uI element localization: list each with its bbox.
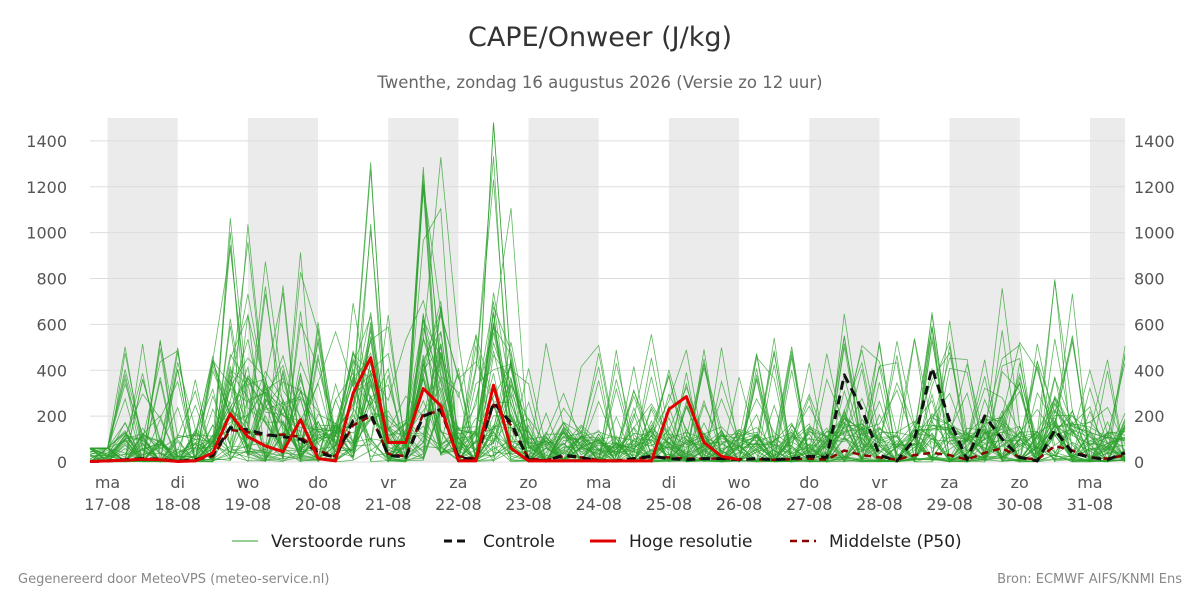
- ensemble-run-line: [90, 223, 1126, 463]
- x-tick-day-label: za: [940, 473, 958, 492]
- x-axis: ma 17-08 di 18-08 wo 19-08 do 20-08 vr 21-08 za 22-…: [84, 473, 1113, 514]
- control-series-line: [89, 366, 1126, 463]
- x-tick-day-label: do: [308, 473, 328, 492]
- y-tick-label-left: 800: [36, 270, 67, 289]
- x-tick-day-label: zo: [519, 473, 537, 492]
- legend: Verstoorde runs Controle Hoge resolutie Mid…: [232, 532, 962, 552]
- x-tick-day-label: wo: [236, 473, 259, 492]
- x-tick-date-label: 24-08: [575, 495, 622, 514]
- x-tick-day-label: do: [799, 473, 819, 492]
- x-tick-date-label: 21-08: [365, 495, 412, 514]
- ensemble-run-line: [90, 353, 1126, 463]
- y-tick-label-left: 200: [36, 407, 67, 426]
- ensemble-run-line: [89, 162, 1126, 463]
- x-tick-day-label: wo: [728, 473, 751, 492]
- y-tick-label-right: 800: [1134, 270, 1165, 289]
- ensemble-run-line: [89, 245, 1126, 464]
- x-tick-date-label: 30-08: [996, 495, 1043, 514]
- ensemble-run-line: [89, 318, 1126, 464]
- x-tick-day-label: za: [449, 473, 467, 492]
- legend-label-control: Controle: [483, 532, 555, 552]
- x-tick-day-label: di: [662, 473, 677, 492]
- x-tick-date-label: 18-08: [154, 495, 201, 514]
- chart-title: CAPE/Onweer (J/kg): [467, 22, 732, 53]
- highres-series-line: [89, 356, 740, 463]
- legend-label-median: Middelste (P50): [829, 532, 962, 552]
- x-tick-date-label: 27-08: [786, 495, 833, 514]
- footer-source: Bron: ECMWF AIFS/KNMI Ens: [997, 572, 1182, 587]
- ensemble-run-line: [89, 189, 1126, 463]
- y-tick-label-right: 0: [1134, 453, 1144, 472]
- y-tick-label-left: 0: [57, 453, 67, 472]
- x-tick-date-label: 17-08: [84, 495, 131, 514]
- x-tick-date-label: 22-08: [435, 495, 482, 514]
- x-tick-day-label: ma: [586, 473, 611, 492]
- y-axis-right: 0 200 400 600 800 1000 1200 1400: [1134, 132, 1175, 472]
- legend-label-highres: Hoge resolutie: [629, 532, 753, 552]
- footer-generated-by: Gegenereerd door MeteoVPS (meteo-service…: [18, 572, 330, 587]
- y-tick-label-right: 200: [1134, 407, 1165, 426]
- y-axis-left: 0 200 400 600 800 1000 1200 1400: [26, 132, 67, 472]
- y-tick-label-left: 400: [36, 361, 67, 380]
- x-tick-date-label: 20-08: [295, 495, 342, 514]
- ensemble-run-line: [89, 301, 1126, 463]
- ensemble-run-line: [90, 166, 1126, 463]
- y-tick-label-right: 400: [1134, 361, 1165, 380]
- y-tick-label-left: 1200: [26, 178, 67, 197]
- night-band-3: [528, 118, 599, 462]
- x-tick-date-label: 19-08: [225, 495, 272, 514]
- x-tick-date-label: 31-08: [1067, 495, 1114, 514]
- night-band-7: [1089, 118, 1125, 462]
- y-tick-label-right: 1200: [1134, 178, 1175, 197]
- x-tick-date-label: 29-08: [926, 495, 973, 514]
- x-tick-day-label: di: [170, 473, 185, 492]
- x-tick-day-label: vr: [380, 473, 396, 492]
- ensemble-run-line: [89, 326, 1126, 463]
- y-tick-label-left: 600: [36, 315, 67, 334]
- main-series: [89, 356, 1126, 463]
- y-tick-label-right: 600: [1134, 315, 1165, 334]
- x-tick-day-label: vr: [871, 473, 887, 492]
- y-tick-label-left: 1400: [26, 132, 67, 151]
- x-tick-day-label: zo: [1011, 473, 1029, 492]
- y-tick-label-left: 1000: [26, 224, 67, 243]
- ensemble-run-line: [90, 299, 1126, 463]
- x-tick-day-label: ma: [95, 473, 120, 492]
- x-tick-date-label: 28-08: [856, 495, 903, 514]
- chart-subtitle: Twenthe, zondag 16 augustus 2026 (Versie…: [377, 73, 823, 92]
- ensemble-run-line: [89, 180, 1126, 463]
- y-tick-label-right: 1000: [1134, 224, 1175, 243]
- x-tick-date-label: 26-08: [716, 495, 763, 514]
- x-tick-date-label: 25-08: [646, 495, 693, 514]
- x-tick-day-label: ma: [1077, 473, 1102, 492]
- legend-label-ensemble: Verstoorde runs: [271, 532, 406, 552]
- ensemble-run-line: [89, 350, 1126, 463]
- x-tick-date-label: 23-08: [505, 495, 552, 514]
- y-tick-label-right: 1400: [1134, 132, 1175, 151]
